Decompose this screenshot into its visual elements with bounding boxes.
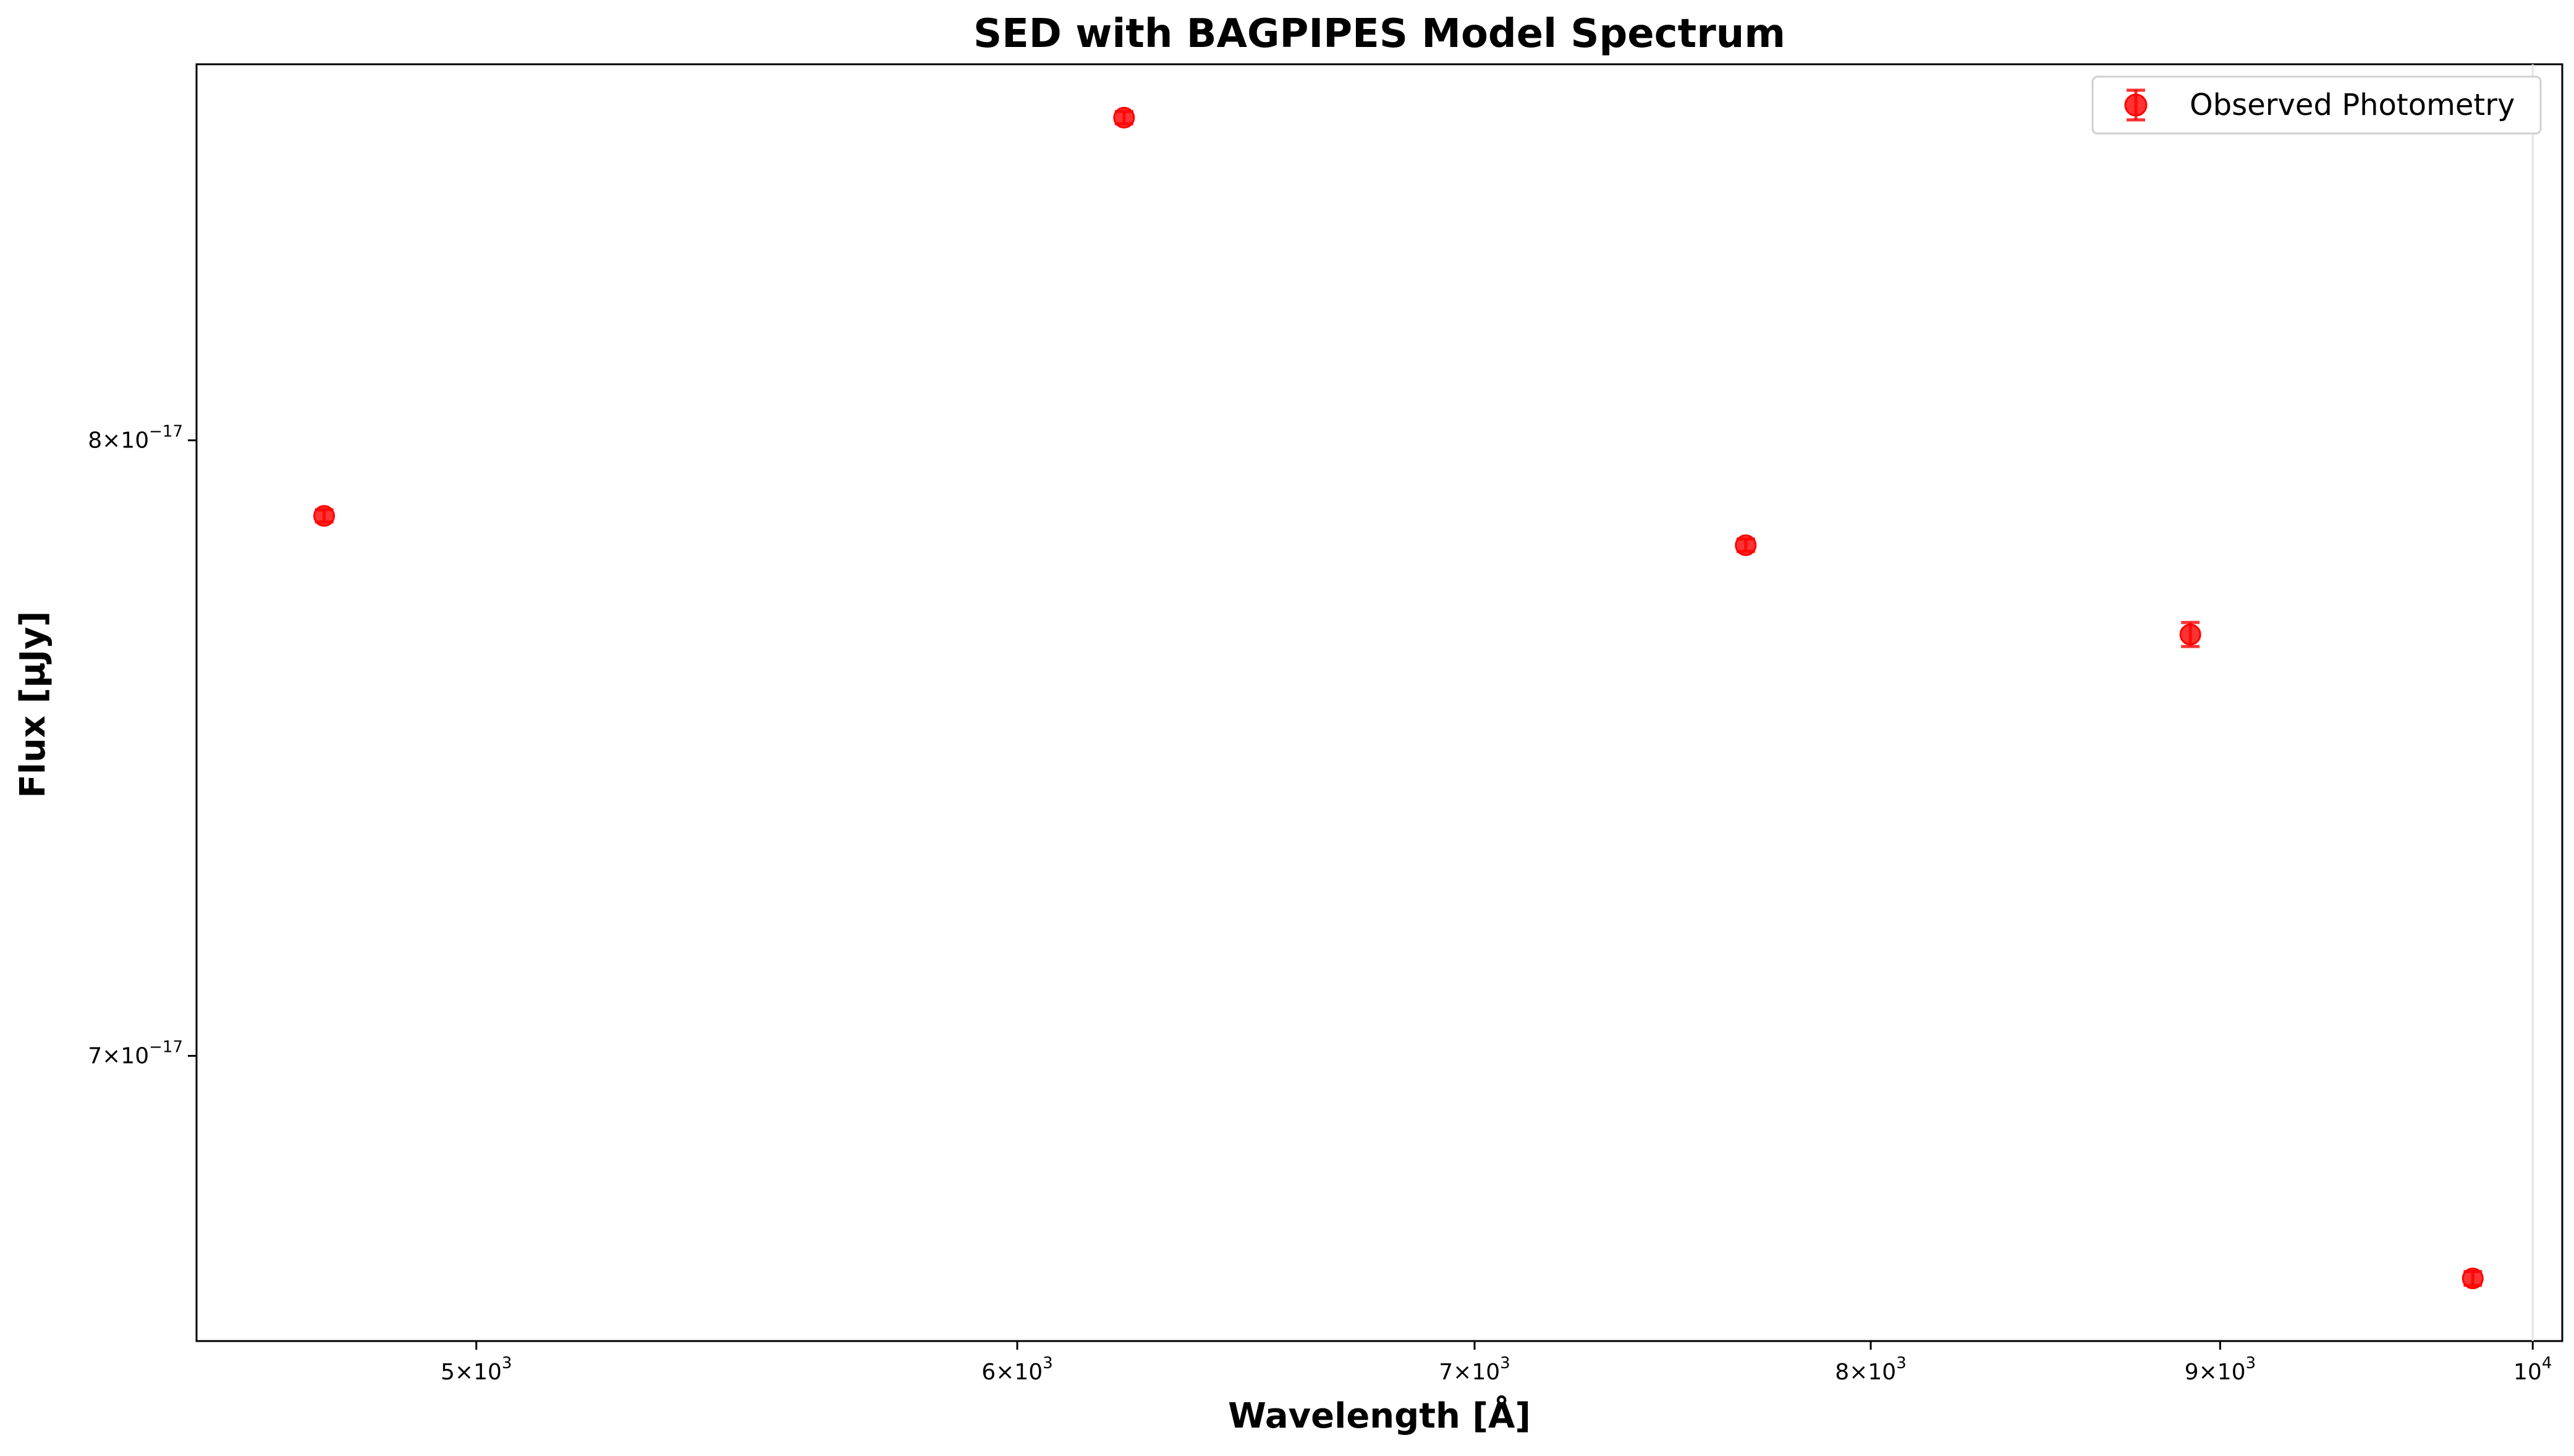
legend-frame (2091, 75, 2542, 135)
y-axis-label: Flux [µJy] (13, 611, 53, 798)
data-marker (2179, 624, 2201, 646)
data-point (1735, 534, 1757, 556)
x-tick-label: 7×103 (1439, 1354, 1510, 1385)
data-marker (2462, 1268, 2484, 1290)
x-tick-label: 5×103 (441, 1354, 512, 1385)
legend-label-observed-photometry: Observed Photometry (2190, 88, 2515, 122)
x-axis-ticks: 5×103 6×103 7×103 8×103 9×103 104 (441, 1341, 2552, 1385)
data-marker (313, 505, 336, 527)
data-point (313, 505, 336, 527)
y-tick-label: 7×10−17 (88, 1038, 183, 1069)
plot-area (195, 63, 2563, 1342)
y-axis-ticks: 8×10−17 7×10−17 (88, 422, 197, 1069)
y-tick-label: 8×10−17 (88, 422, 183, 453)
x-axis-label: Wavelength [Å] (1228, 1395, 1531, 1436)
legend-marker-observed-photometry (2124, 88, 2148, 122)
x-tick-label: 8×103 (1835, 1354, 1906, 1385)
data-marker (1735, 534, 1757, 556)
data-point (2179, 620, 2201, 648)
plot-frame (195, 63, 2563, 1342)
data-point (2462, 1268, 2484, 1290)
x-tick-label: 104 (2513, 1354, 2552, 1385)
data-point (1113, 106, 1135, 129)
legend-marker-circle (2124, 93, 2148, 117)
data-marker (1113, 106, 1135, 129)
data-points (313, 106, 2484, 1290)
x-tick-label: 9×103 (2185, 1354, 2256, 1385)
legend: Observed Photometry (2091, 75, 2542, 135)
chart-title: SED with BAGPIPES Model Spectrum (973, 11, 1785, 57)
x-tick-label: 6×103 (981, 1354, 1052, 1385)
